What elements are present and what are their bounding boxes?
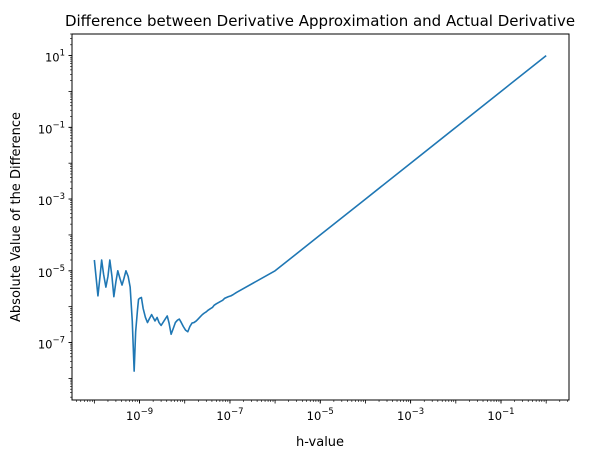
y-tick-label: 10−1 [38,120,65,136]
y-axis-label: Absolute Value of the Difference [9,112,24,322]
x-tick-label: 10−7 [216,407,243,423]
x-ticks: 10−9 10−7 10−5 10−3 10−1 [76,400,569,423]
y-tick-label: 10−7 [38,336,65,352]
x-axis-label: h-value [296,435,344,450]
y-tick-label: 10−5 [38,264,65,280]
y-tick-label: 10−3 [38,192,65,208]
x-tick-label: 10−3 [397,407,424,423]
series-line-0 [93,54,547,372]
x-tick-label: 10−5 [307,407,334,423]
x-tick-label: 10−1 [487,407,514,423]
y-tick-label: 101 [45,49,65,65]
y-ticks: 101 10−1 10−3 10−5 10−7 [38,33,72,398]
x-tick-label: 10−9 [126,407,153,423]
series-layer [93,54,547,372]
chart-title: Difference between Derivative Approximat… [65,12,575,30]
plot-area: 10−9 10−7 10−5 10−3 10−1 101 10−1 10−3 10−5 10−7 [38,33,570,423]
